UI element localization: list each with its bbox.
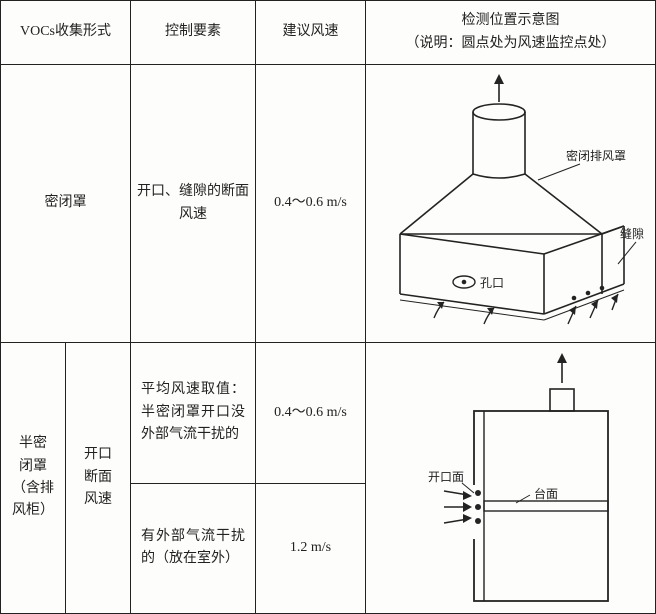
label-opening: 开口面 [428,470,464,484]
cell-speed-1: 0.4～0.6 m/s [256,65,366,343]
cell-sub2-txt: 有外部气流干扰的（放在室外） [131,483,256,613]
cell-sub1-txt: 平均风速取值：半密闭罩开口没外部气流干扰的 [131,343,256,484]
semi-closed-diagram: 开口面 台面 [366,343,656,613]
header-control-text: 控制要素 [135,21,251,43]
cell-sub2-speed: 1.2 m/s [256,483,366,613]
cell-form-2: 半密 闭罩 （含排 风柜） [1,343,66,614]
header-row: VOCs收集形式 控制要素 建议风速 检测位置示意图 （说明：圆点处为风速监控点… [1,1,656,65]
cell-diagram-1: 密闭排风罩 孔口 [366,65,656,343]
form-1-text: 密闭罩 [7,192,124,214]
form-2-l1: 半密 [7,433,59,455]
form-2-l2: 闭罩 [7,456,59,478]
table-page: VOCs收集形式 控制要素 建议风速 检测位置示意图 （说明：圆点处为风速监控点… [0,0,656,614]
header-diagram-line1: 检测位置示意图 [370,10,651,32]
control-2-l3: 风速 [72,489,124,511]
header-control: 控制要素 [131,1,256,65]
row-semi-closed-sub1: 半密 闭罩 （含排 风柜） 开口 断面 风速 平均风速取值：半密闭罩开口没外部气… [1,343,656,484]
header-diagram: 检测位置示意图 （说明：圆点处为风速监控点处） [366,1,656,65]
row-closed-hood: 密闭罩 开口、缝隙的断面风速 0.4～0.6 m/s 密闭排风罩 [1,65,656,343]
sub2-text: 有外部气流干扰的（放在室外） [141,526,245,571]
cell-diagram-2: 开口面 台面 [366,343,656,614]
closed-hood-diagram: 密闭排风罩 孔口 [366,66,656,342]
label-hood: 密闭排风罩 [566,148,626,163]
speed-1-text: 0.4～0.6 m/s [262,192,359,214]
label-gap: 缝隙 [620,226,644,241]
cell-control-2: 开口 断面 风速 [66,343,131,614]
control-1-text: 开口、缝隙的断面风速 [137,181,249,226]
control-2-l1: 开口 [72,444,124,466]
sub1-speed-text: 0.4～0.6 m/s [262,402,359,424]
header-speed: 建议风速 [256,1,366,65]
vocs-table: VOCs收集形式 控制要素 建议风速 检测位置示意图 （说明：圆点处为风速监控点… [0,0,656,614]
header-form-text: VOCs收集形式 [5,21,126,43]
control-2-l2: 断面 [72,467,124,489]
header-form: VOCs收集形式 [1,1,131,65]
form-2-l3: （含排 [7,478,59,500]
sub1-text: 平均风速取值：半密闭罩开口没外部气流干扰的 [141,379,245,446]
form-2-l4: 风柜） [7,500,59,522]
label-hole: 孔口 [480,276,504,290]
header-diagram-line2: （说明：圆点处为风速监控点处） [370,33,651,55]
label-table: 台面 [534,486,558,501]
cell-sub1-speed: 0.4～0.6 m/s [256,343,366,484]
header-speed-text: 建议风速 [260,21,361,43]
cell-form-1: 密闭罩 [1,65,131,343]
cell-control-1: 开口、缝隙的断面风速 [131,65,256,343]
sub2-speed-text: 1.2 m/s [262,537,359,559]
